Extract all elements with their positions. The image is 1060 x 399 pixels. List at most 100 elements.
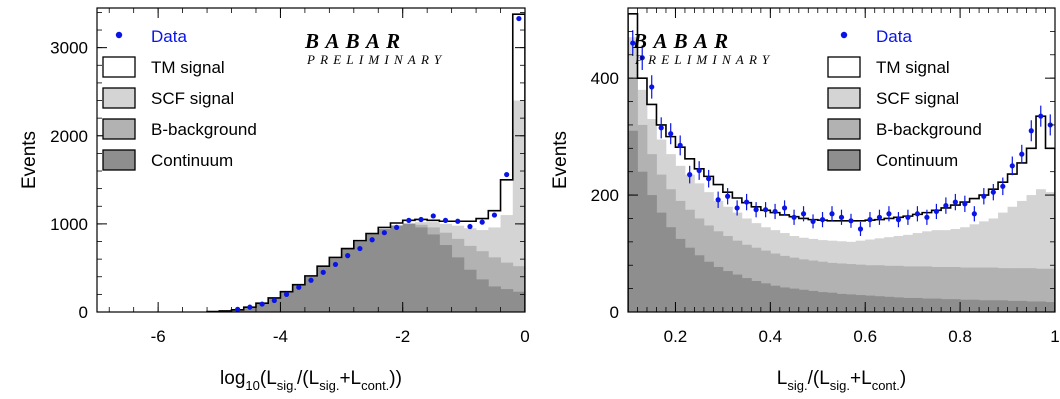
data-point xyxy=(905,215,910,220)
data-point xyxy=(706,176,711,181)
hist-bar xyxy=(354,242,367,312)
legend-label: B-background xyxy=(151,120,257,139)
hist-bar xyxy=(884,297,894,312)
data-point xyxy=(516,16,521,21)
data-point xyxy=(1038,114,1043,119)
data-point xyxy=(763,207,768,212)
legend-swatch xyxy=(103,88,135,108)
babar-logo: B A B A R xyxy=(632,29,729,53)
data-point xyxy=(247,305,252,310)
hist-bar xyxy=(476,279,489,312)
hist-bar xyxy=(827,293,837,312)
x-tick-label: 0.8 xyxy=(948,327,972,346)
x-axis-label-part: /(L xyxy=(808,368,830,389)
data-point xyxy=(504,172,509,177)
hist-bar xyxy=(452,257,465,312)
data-point xyxy=(659,125,664,130)
hist-bar xyxy=(998,300,1008,312)
preliminary-label: PRELIMINARY xyxy=(306,52,446,67)
data-point xyxy=(934,209,939,214)
hist-bar xyxy=(685,248,695,312)
hist-bar xyxy=(439,245,452,312)
hist-bar xyxy=(789,289,799,312)
data-point xyxy=(991,190,996,195)
data-point xyxy=(235,307,240,312)
y-tick-label: 1000 xyxy=(50,215,88,234)
babar-logo: B A B A R xyxy=(304,29,401,53)
x-axis-label-part: sig. xyxy=(319,378,339,393)
x-axis-label-part: /(L xyxy=(297,368,319,389)
x-axis-label-part: (L xyxy=(260,368,277,389)
hist-bar xyxy=(780,287,790,312)
hist-bar xyxy=(837,294,847,312)
x-axis-label-part: sig. xyxy=(787,378,807,393)
data-point xyxy=(687,172,692,177)
hist-bar xyxy=(1046,302,1056,312)
data-point xyxy=(272,298,277,303)
data-point xyxy=(848,218,853,223)
data-point xyxy=(455,219,460,224)
data-point xyxy=(308,278,313,283)
data-point xyxy=(716,197,721,202)
data-point xyxy=(886,211,891,216)
legend-label: SCF signal xyxy=(151,89,234,108)
legend-swatch xyxy=(103,57,135,77)
hist-bar xyxy=(960,300,970,312)
hist-bar xyxy=(415,227,428,312)
data-point xyxy=(467,224,472,229)
hist-bar xyxy=(713,267,723,312)
hist-bar xyxy=(761,283,771,312)
data-point xyxy=(668,131,673,136)
data-point xyxy=(1010,163,1015,168)
x-axis-label-part: +L xyxy=(850,368,872,389)
hist-bar xyxy=(742,278,752,312)
hist-bar xyxy=(799,290,809,312)
hist-bar xyxy=(694,255,704,312)
y-tick-label: 2000 xyxy=(50,127,88,146)
hist-bar xyxy=(951,299,961,312)
hist-bar xyxy=(856,295,866,312)
data-point xyxy=(333,262,338,267)
hist-bar xyxy=(647,195,657,312)
hist-bar xyxy=(922,299,932,312)
data-point xyxy=(943,203,948,208)
hist-bar xyxy=(656,213,666,312)
hist-bar xyxy=(970,300,980,312)
legend-swatch xyxy=(103,119,135,139)
hist-bar xyxy=(932,299,942,312)
data-point xyxy=(791,215,796,220)
hist-bar xyxy=(704,262,714,312)
y-tick-label: 0 xyxy=(79,303,88,322)
data-point xyxy=(744,199,749,204)
data-point xyxy=(981,194,986,199)
data-point xyxy=(697,168,702,173)
x-axis-label-part: )) xyxy=(389,368,402,389)
data-point xyxy=(370,237,375,242)
hist-bar xyxy=(378,229,391,312)
hist-bar xyxy=(723,271,733,312)
preliminary-label: PRELIMINARY xyxy=(634,52,774,67)
hist-bar xyxy=(989,300,999,312)
legend-swatch xyxy=(828,57,860,77)
data-point xyxy=(754,207,759,212)
x-axis-label-part: L xyxy=(777,368,788,389)
hist-bar xyxy=(637,172,647,312)
hist-bar xyxy=(770,286,780,312)
data-point xyxy=(867,217,872,222)
data-point xyxy=(820,217,825,222)
data-point xyxy=(772,209,777,214)
x-tick-label: 0.4 xyxy=(759,327,783,346)
y-tick-label: 3000 xyxy=(50,39,88,58)
hist-bar xyxy=(464,270,477,312)
x-axis-label: Lsig./(Lsig.+Lcont.) xyxy=(777,368,906,393)
hist-bar xyxy=(751,281,761,312)
hist-bar xyxy=(390,226,403,312)
x-tick-label: 0 xyxy=(520,327,529,346)
legend-label: Continuum xyxy=(151,151,233,170)
data-point xyxy=(321,270,326,275)
y-tick-label: 400 xyxy=(591,69,619,88)
data-point xyxy=(829,211,834,216)
x-axis-label-part: ) xyxy=(900,368,906,389)
